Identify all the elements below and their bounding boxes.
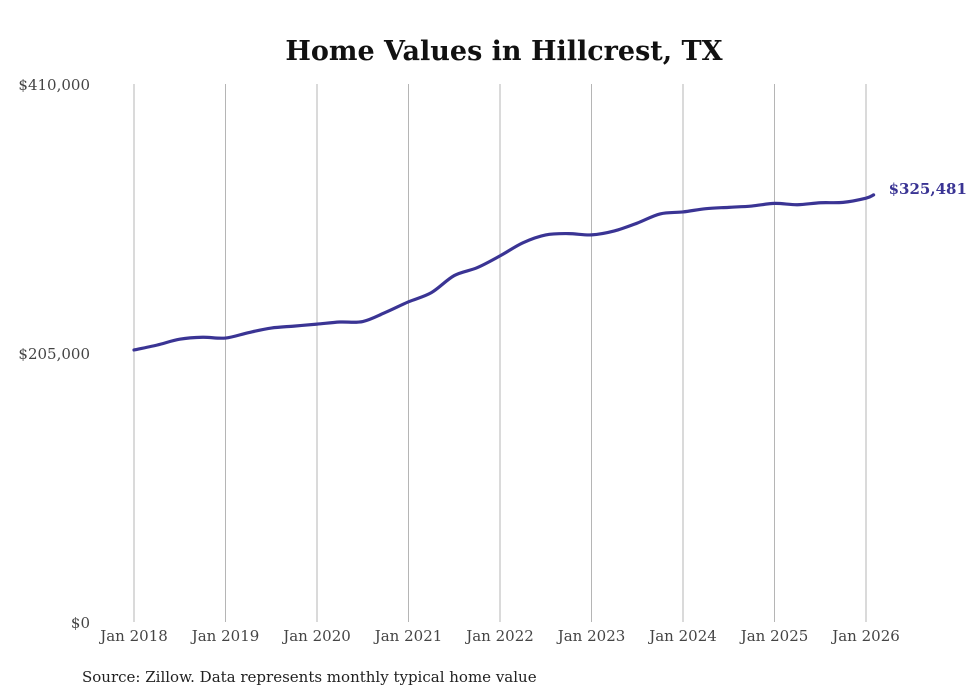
series-line xyxy=(132,193,876,352)
x-tick-label: Jan 2026 xyxy=(830,627,900,645)
chart-title: Home Values in Hillcrest, TX xyxy=(285,36,722,67)
x-tick-label: Jan 2023 xyxy=(556,627,626,645)
x-tick-label: Jan 2024 xyxy=(647,627,717,645)
x-tick-label: Jan 2019 xyxy=(190,627,260,645)
y-tick-label: $410,000 xyxy=(18,76,90,94)
source-note: Source: Zillow. Data represents monthly … xyxy=(82,668,537,686)
x-tick-label: Jan 2021 xyxy=(373,627,443,645)
x-tick-label: Jan 2018 xyxy=(98,627,168,645)
x-tick-label: Jan 2022 xyxy=(464,627,534,645)
end-value-label: $325,481 xyxy=(889,180,967,198)
y-tick-label: $205,000 xyxy=(18,345,90,363)
x-tick-label: Jan 2020 xyxy=(281,627,351,645)
y-tick-label: $0 xyxy=(71,614,90,632)
x-tick-label: Jan 2025 xyxy=(739,627,809,645)
